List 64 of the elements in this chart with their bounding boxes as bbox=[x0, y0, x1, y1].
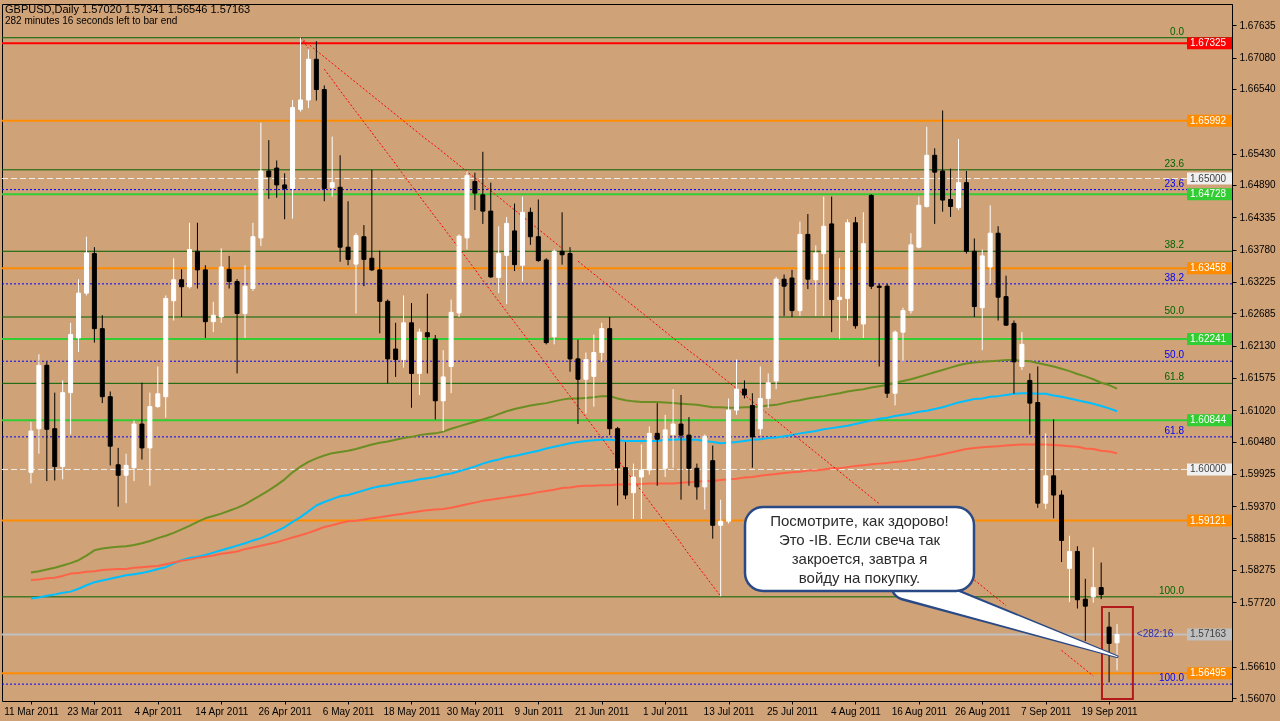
annotation: 38.2 bbox=[1164, 239, 1185, 251]
y-tick-label: 1.62685 bbox=[1239, 307, 1277, 319]
annotation: 50.0 bbox=[1164, 305, 1185, 317]
y-tick-label: 1.63225 bbox=[1239, 276, 1277, 288]
x-tick-label: 6 May 2011 bbox=[322, 705, 375, 717]
annotation: 100.0 bbox=[1158, 672, 1185, 684]
x-tick-label: 19 Sep 2011 bbox=[1081, 705, 1139, 717]
annotation: 38.2 bbox=[1164, 271, 1185, 283]
y-tick-label: 1.57720 bbox=[1239, 596, 1277, 608]
annotation: 23.6 bbox=[1164, 177, 1185, 189]
annotation: 50.0 bbox=[1164, 349, 1185, 361]
ref-line-label: 1.65992 bbox=[1190, 114, 1227, 126]
y-tick-label: 1.61575 bbox=[1239, 372, 1277, 384]
x-tick-label: 26 Aug 2011 bbox=[955, 705, 1011, 717]
y-tick-label: 1.58815 bbox=[1239, 532, 1277, 544]
ref-line-label: 1.57163 bbox=[1190, 628, 1227, 640]
x-tick-label: 21 Jun 2011 bbox=[575, 705, 630, 717]
y-tick-label: 1.64335 bbox=[1239, 211, 1277, 223]
y-tick-label: 1.65430 bbox=[1239, 148, 1277, 160]
text: 282 minutes 16 seconds left to bar end bbox=[5, 15, 178, 26]
annotation: 100.0 bbox=[1158, 584, 1185, 596]
ref-line-label: 1.64728 bbox=[1190, 188, 1227, 200]
x-tick-label: 30 May 2011 bbox=[446, 705, 505, 717]
x-tick-label: 23 Mar 2011 bbox=[67, 705, 124, 717]
ref-line-label: 1.60844 bbox=[1190, 414, 1227, 426]
annotation: 23.6 bbox=[1164, 157, 1185, 169]
ref-line-label: 1.67325 bbox=[1190, 37, 1227, 49]
x-tick-label: 11 Mar 2011 bbox=[4, 705, 60, 717]
x-tick-label: 9 Jun 2011 bbox=[514, 705, 564, 717]
x-tick-label: 1 Jul 2011 bbox=[642, 705, 689, 717]
y-tick-label: 1.59925 bbox=[1239, 468, 1277, 480]
ref-line-label: 1.62241 bbox=[1190, 333, 1227, 345]
text: <282:16 bbox=[1136, 628, 1174, 640]
y-tick-label: 1.58275 bbox=[1239, 564, 1277, 576]
x-tick-label: 7 Sep 2011 bbox=[1020, 705, 1072, 717]
ref-line-label: 1.60000 bbox=[1190, 463, 1227, 475]
annotation: 0.0 bbox=[1170, 25, 1185, 37]
y-tick-label: 1.62130 bbox=[1239, 340, 1277, 352]
annotation: 61.8 bbox=[1164, 424, 1185, 436]
annotation: Посмотрите, как здорово! Это -IB. Если свеча так закроется, завтра я войду на покупку. bbox=[770, 511, 949, 586]
x-tick-label: 4 Apr 2011 bbox=[134, 705, 183, 717]
ref-line-label: 1.65000 bbox=[1190, 172, 1227, 184]
y-tick-label: 1.56070 bbox=[1239, 692, 1277, 704]
x-tick-label: 4 Aug 2011 bbox=[830, 705, 882, 717]
y-tick-label: 1.67080 bbox=[1239, 52, 1277, 64]
y-tick-label: 1.64890 bbox=[1239, 179, 1277, 191]
y-tick-label: 1.61020 bbox=[1239, 404, 1277, 416]
ref-line-label: 1.63458 bbox=[1190, 262, 1227, 274]
annotation: 61.8 bbox=[1164, 371, 1185, 383]
x-tick-label: 16 Aug 2011 bbox=[891, 705, 948, 717]
x-tick-label: 26 Apr 2011 bbox=[258, 705, 313, 717]
ref-line-label: 1.59121 bbox=[1190, 514, 1227, 526]
ref-line-label: 1.56495 bbox=[1190, 667, 1227, 679]
chart-title: GBPUSD,Daily 1.57020 1.57341 1.56546 1.57163 bbox=[5, 3, 251, 15]
y-tick-label: 1.66540 bbox=[1239, 83, 1277, 95]
x-tick-label: 14 Apr 2011 bbox=[195, 705, 249, 717]
y-tick-label: 1.63780 bbox=[1239, 244, 1277, 256]
x-tick-label: 25 Jul 2011 bbox=[767, 705, 819, 717]
y-tick-label: 1.67635 bbox=[1239, 19, 1277, 31]
y-tick-label: 1.60480 bbox=[1239, 436, 1277, 448]
x-tick-label: 13 Jul 2011 bbox=[703, 705, 756, 717]
y-tick-label: 1.59370 bbox=[1239, 500, 1277, 512]
x-tick-label: 18 May 2011 bbox=[383, 705, 441, 717]
y-tick-label: 1.56610 bbox=[1239, 661, 1277, 673]
